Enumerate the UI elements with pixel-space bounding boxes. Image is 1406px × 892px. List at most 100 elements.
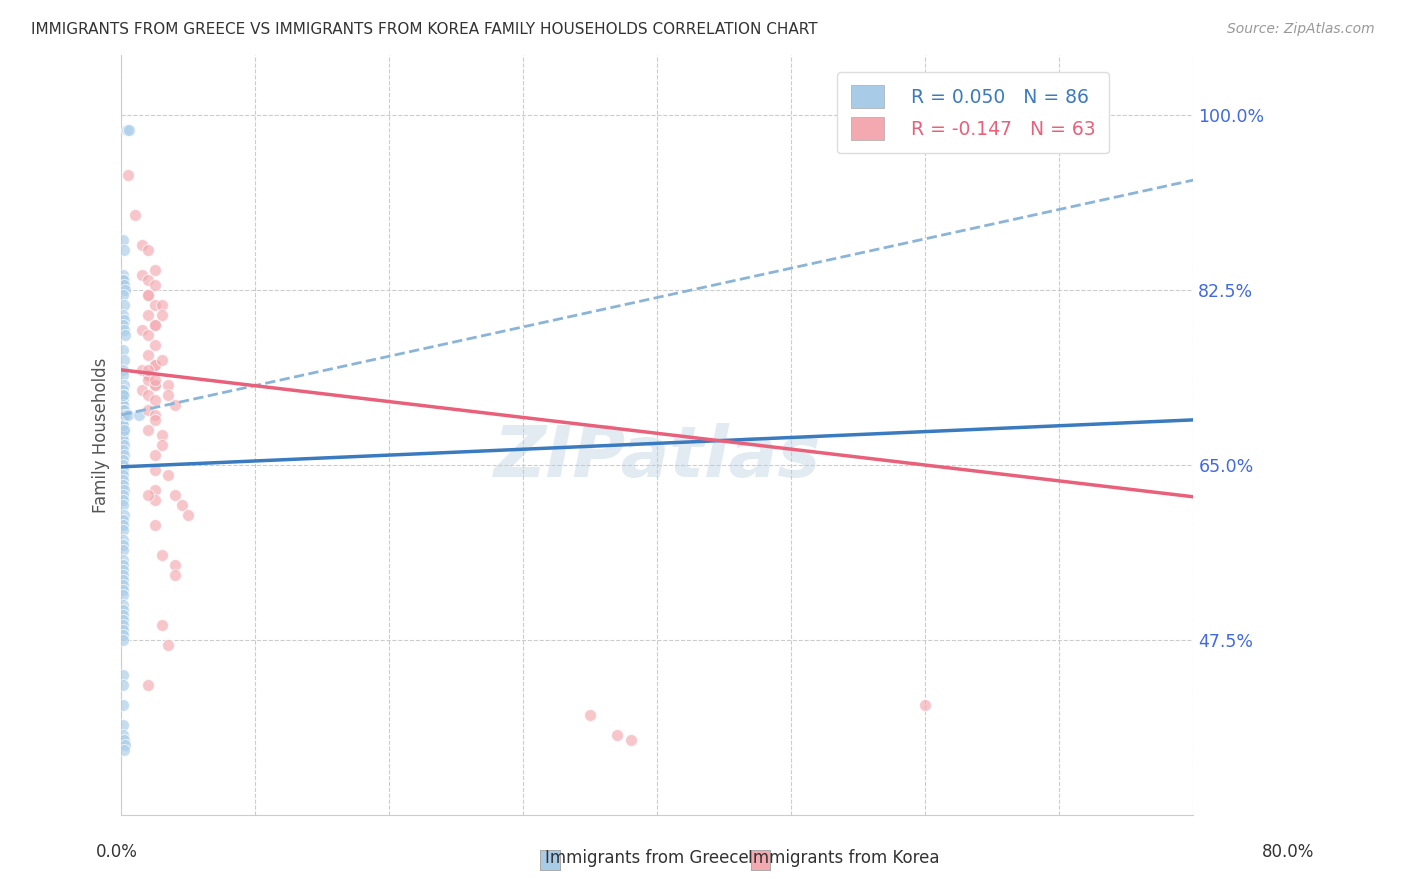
Point <box>131 363 153 377</box>
Point <box>620 732 643 747</box>
Point <box>111 678 134 692</box>
Point <box>143 408 166 422</box>
Point <box>143 358 166 372</box>
Point <box>111 453 134 467</box>
Point <box>111 517 134 532</box>
Point <box>112 423 135 437</box>
Point <box>163 398 186 412</box>
Point <box>111 268 134 282</box>
Point <box>111 467 134 482</box>
Point <box>143 463 166 477</box>
Point <box>111 607 134 622</box>
Point <box>111 578 134 592</box>
Point <box>157 388 180 402</box>
Point <box>111 343 134 357</box>
Point <box>136 327 159 342</box>
Point <box>112 273 135 287</box>
Point <box>131 323 153 337</box>
Point <box>111 667 134 681</box>
Point <box>914 698 936 712</box>
Point <box>143 413 166 427</box>
Point <box>112 352 135 367</box>
Point <box>112 402 135 417</box>
Point <box>111 598 134 612</box>
Point <box>111 728 134 742</box>
Point <box>136 373 159 387</box>
Text: 0.0%: 0.0% <box>96 843 138 861</box>
Point <box>111 533 134 547</box>
Point <box>112 298 135 312</box>
Point <box>111 567 134 582</box>
Point <box>114 283 136 297</box>
Point <box>112 313 135 327</box>
Legend:   R = 0.050   N = 86,   R = -0.147   N = 63: R = 0.050 N = 86, R = -0.147 N = 63 <box>838 72 1109 153</box>
Point <box>579 707 602 722</box>
Point <box>112 732 135 747</box>
Point <box>117 408 139 422</box>
Point <box>136 368 159 382</box>
Point <box>111 433 134 447</box>
Point <box>111 288 134 302</box>
Point <box>143 298 166 312</box>
Point <box>136 288 159 302</box>
Point <box>143 263 166 277</box>
Point <box>143 483 166 497</box>
Point <box>143 318 166 332</box>
Point <box>143 448 166 462</box>
Point <box>177 508 200 522</box>
Point <box>112 243 135 257</box>
Text: ZIPatlas: ZIPatlas <box>494 423 821 492</box>
Point <box>112 742 135 756</box>
Point <box>114 738 136 752</box>
Point <box>111 573 134 587</box>
Point <box>157 638 180 652</box>
Point <box>128 408 150 422</box>
Point <box>111 553 134 567</box>
Point <box>111 542 134 557</box>
Point <box>111 413 134 427</box>
Point <box>136 678 159 692</box>
Point <box>150 617 173 632</box>
Point <box>131 238 153 252</box>
Point <box>111 427 134 442</box>
Point <box>111 363 134 377</box>
Point <box>170 498 193 512</box>
Point <box>163 488 186 502</box>
Point <box>111 233 134 247</box>
Point <box>111 408 134 422</box>
Text: Source: ZipAtlas.com: Source: ZipAtlas.com <box>1227 22 1375 37</box>
Point <box>111 368 134 382</box>
Point <box>111 417 134 432</box>
Point <box>111 498 134 512</box>
Point <box>112 438 135 452</box>
Point <box>111 558 134 572</box>
Point <box>112 323 135 337</box>
Point <box>111 523 134 537</box>
Point <box>111 463 134 477</box>
Point <box>111 413 134 427</box>
Point <box>115 123 138 137</box>
Point <box>136 402 159 417</box>
Point <box>111 398 134 412</box>
Point <box>111 388 134 402</box>
Point <box>111 402 134 417</box>
Point <box>111 563 134 577</box>
Point <box>157 467 180 482</box>
Point <box>112 408 135 422</box>
Point <box>143 373 166 387</box>
Point <box>150 438 173 452</box>
Point <box>150 308 173 322</box>
Point <box>111 488 134 502</box>
Point <box>136 368 159 382</box>
Point <box>150 352 173 367</box>
Point <box>163 567 186 582</box>
Point <box>136 423 159 437</box>
Point <box>117 168 139 182</box>
Point <box>111 442 134 457</box>
Point <box>111 628 134 642</box>
Point <box>112 508 135 522</box>
Text: Immigrants from Korea: Immigrants from Korea <box>748 849 939 867</box>
Point <box>157 377 180 392</box>
Point <box>143 277 166 292</box>
Point <box>136 348 159 362</box>
